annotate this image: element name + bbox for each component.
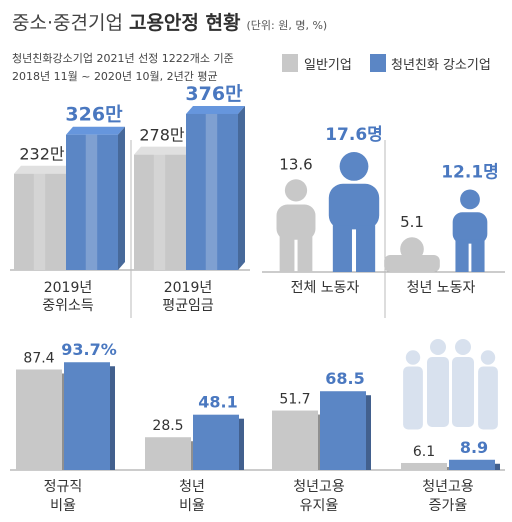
chart1-bar-2-1-shine — [153, 154, 166, 270]
chart3-category-label-1-1: 정규직 — [44, 479, 83, 495]
chart2-category-label-2: 청년 노동자 — [407, 280, 476, 296]
chart3-value-label-4-2: 8.9 — [460, 438, 488, 457]
crowd-figure-body — [452, 357, 474, 427]
crowd-figure-head — [455, 339, 471, 355]
chart3-value-label-3-2: 68.5 — [325, 369, 364, 388]
chart2-figure-2-1-body — [384, 254, 440, 272]
crowd-figure-head — [430, 339, 446, 355]
chart3-bar-3-2 — [320, 391, 366, 470]
chart2-figure-1-2-leg-left — [332, 225, 352, 272]
chart3-bar-4-1 — [401, 462, 447, 470]
chart1-bar-2-1 — [134, 154, 186, 270]
chart3-category-label-1-2: 비율 — [50, 498, 76, 514]
chart3-category-label-2-2: 비율 — [179, 498, 205, 514]
chart1-bar-1-2 — [66, 134, 118, 270]
chart2-figure-2-1 — [384, 237, 440, 272]
crowd-figure-4 — [478, 350, 498, 430]
chart2-figure-1-2-head — [339, 152, 369, 181]
chart3-value-label-3-1: 51.7 — [279, 392, 310, 408]
chart2-category-label-1: 전체 노동자 — [291, 280, 360, 296]
chart3-bar-1-2 — [64, 362, 110, 470]
legend-swatch-youth — [370, 54, 386, 72]
chart1-category-label-1-2: 중위소득 — [42, 298, 94, 314]
chart2-figure-1-1 — [276, 179, 316, 272]
page-title: 중소·중견기업 고용안정 현황 (단위: 원, 명, %) — [12, 8, 327, 35]
chart3-bar-2-2-side — [239, 418, 244, 470]
chart2-value-label-1-1: 13.6 — [279, 155, 312, 173]
chart3-category-label-2-1: 청년 — [179, 479, 205, 495]
chart2-value-label-1-2: 17.6명 — [325, 125, 383, 145]
chart2-value-label-2-2: 12.1명 — [441, 163, 499, 183]
chart1-category-label-1-1: 2019년 — [44, 280, 93, 296]
chart3-bar-4-2 — [449, 459, 495, 470]
chart3-bar-2-2 — [193, 414, 239, 470]
unit-label: (단위: 원, 명, %) — [246, 19, 328, 32]
note-line-2: 2018년 11월 ~ 2020년 10월, 2년간 평균 — [12, 70, 218, 83]
chart3-category-label-4-1: 청년고용 — [422, 479, 474, 495]
crowd-figure-body — [478, 366, 498, 430]
chart1-bar-1-1-shine — [33, 173, 46, 270]
chart3-bar-1-2-side — [110, 366, 115, 470]
chart2-figure-1-1-leg-left — [279, 235, 295, 272]
chart3-value-label-2-2: 48.1 — [198, 393, 237, 412]
title-bold: 고용안정 현황 — [128, 12, 241, 34]
chart1-bar-1-2-side — [118, 126, 125, 271]
chart1-bar-2-1-top — [134, 146, 193, 155]
legend-swatch-general — [282, 54, 298, 72]
crowd-figure-head — [480, 350, 496, 365]
note-line-1: 청년친화강소기업 2021년 선정 1222개소 기준 — [12, 52, 234, 65]
crowd-figure-body — [403, 366, 423, 430]
chart3-value-label-1-1: 87.4 — [23, 350, 54, 366]
chart3-category-label-3-1: 청년고용 — [293, 479, 345, 495]
legend-label-general: 일반기업 — [304, 58, 352, 73]
chart2-figure-2-2-leg-right — [471, 239, 485, 272]
chart1-value-label-1-2: 326만 — [65, 104, 123, 126]
chart2-figure-1-1-leg-right — [297, 235, 313, 272]
chart3-value-label-2-1: 28.5 — [152, 418, 183, 434]
crowd-figure-3 — [452, 339, 474, 427]
chart1-bar-2-2 — [186, 113, 238, 271]
chart1-bar-1-2-top — [66, 126, 125, 135]
chart3-bar-2-1 — [145, 437, 191, 470]
legend-label-youth: 청년친화 강소기업 — [391, 58, 491, 73]
chart2-figure-2-2-torso — [452, 212, 488, 244]
chart3-bar-1-1 — [16, 369, 62, 470]
chart3-category-label-3-2: 유지율 — [300, 498, 339, 514]
crowd-figure-head — [405, 350, 421, 365]
chart3-bar-4-2-side — [495, 463, 500, 470]
chart1-bar-2-2-shine — [205, 113, 218, 271]
chart1-category-label-2-1: 2019년 — [164, 280, 213, 296]
chart2-figure-1-2-leg-right — [356, 225, 376, 272]
chart1-value-label-2-1: 278만 — [139, 126, 185, 145]
crowd-figure-body — [427, 357, 449, 427]
chart1-bar-1-1-top — [14, 165, 73, 174]
chart2-figure-1-2-torso — [328, 183, 380, 230]
crowd-figure-2 — [427, 339, 449, 427]
chart2-figure-1-2 — [328, 152, 380, 272]
title-main: 중소·중견기업 — [12, 12, 123, 34]
chart3-value-label-4-1: 6.1 — [413, 444, 435, 460]
chart1-bar-1-1 — [14, 173, 66, 270]
chart1-bar-2-2-side — [238, 105, 245, 271]
chart3-bar-3-1 — [272, 410, 318, 470]
chart1-value-label-2-2: 376만 — [185, 83, 243, 105]
chart3-value-label-1-2: 93.7% — [61, 340, 117, 359]
chart1-category-label-2-2: 평균임금 — [162, 298, 214, 314]
chart2-figure-1-1-torso — [276, 204, 316, 240]
chart1-value-label-1-1: 232만 — [19, 145, 65, 164]
chart2-figure-1-1-head — [284, 179, 308, 202]
chart2-value-label-2-1: 5.1 — [400, 213, 424, 231]
crowd-figure-1 — [403, 350, 423, 430]
chart1-bar-2-2-top — [186, 105, 245, 114]
chart3-bar-3-2-side — [366, 395, 371, 470]
chart2-figure-2-2-leg-left — [455, 239, 469, 272]
chart2-figure-2-2 — [452, 189, 488, 272]
chart3-category-label-4-2: 증가율 — [429, 498, 468, 514]
chart1-bar-1-2-shine — [85, 134, 98, 270]
chart2-figure-2-2-head — [460, 189, 480, 210]
